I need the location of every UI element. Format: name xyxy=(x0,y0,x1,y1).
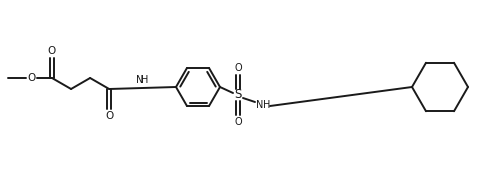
Text: O: O xyxy=(234,117,242,127)
Text: N: N xyxy=(256,100,264,110)
Text: S: S xyxy=(234,89,242,102)
Text: O: O xyxy=(48,46,56,56)
Text: H: H xyxy=(141,75,148,85)
Text: O: O xyxy=(234,63,242,73)
Text: H: H xyxy=(263,100,271,110)
Text: O: O xyxy=(28,73,36,83)
Text: O: O xyxy=(105,111,113,121)
Text: N: N xyxy=(136,75,143,85)
